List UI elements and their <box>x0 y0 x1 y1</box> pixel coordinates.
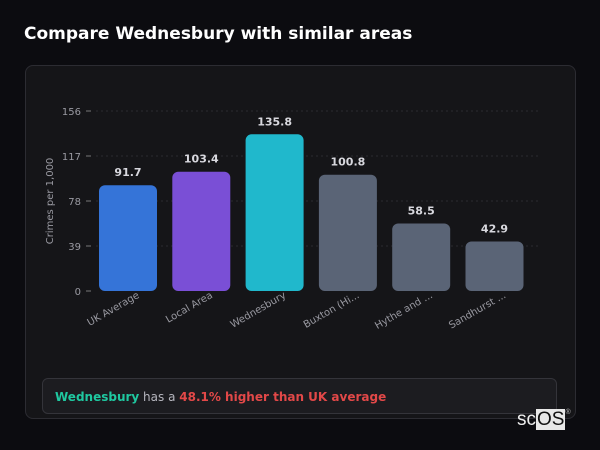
y-tick-label: 117 <box>62 152 81 163</box>
x-tick-label: Hythe and ... <box>373 290 434 332</box>
y-tick-label: 39 <box>68 242 81 253</box>
data-label: 100.8 <box>331 156 366 169</box>
insight-middle: has a <box>139 390 180 404</box>
data-label: 42.9 <box>481 223 508 236</box>
insight-comparison: 48.1% higher than UK average <box>179 390 387 404</box>
x-tick-label: Local Area <box>164 290 215 326</box>
bar-0 <box>99 185 157 291</box>
watermark-logo: scOS® <box>517 409 571 430</box>
y-tick-label: 78 <box>68 197 81 208</box>
x-tick-label: Sandhurst ... <box>447 290 508 331</box>
bar-3 <box>318 174 377 291</box>
data-label: 103.4 <box>184 153 219 166</box>
x-tick-label: Wednesbury <box>229 290 288 331</box>
y-tick-label: 0 <box>75 287 81 298</box>
y-axis-label: Crimes per 1,000 <box>45 158 56 245</box>
data-label: 91.7 <box>114 166 141 179</box>
bar-5 <box>465 241 524 291</box>
data-label: 58.5 <box>408 205 435 218</box>
insight-area: Wednesbury <box>55 390 140 404</box>
x-tick-label: UK Average <box>86 290 142 329</box>
data-label: 135.8 <box>257 115 292 128</box>
page-title: Compare Wednesbury with similar areas <box>24 24 413 44</box>
bar-4 <box>392 223 451 291</box>
bar-1 <box>172 171 231 291</box>
x-tick-label: Buxton (Hi... <box>302 290 362 331</box>
bar-2 <box>245 134 304 291</box>
insight-banner: Wednesbury has a 48.1% higher than UK av… <box>42 378 557 414</box>
y-tick-label: 156 <box>62 107 81 118</box>
